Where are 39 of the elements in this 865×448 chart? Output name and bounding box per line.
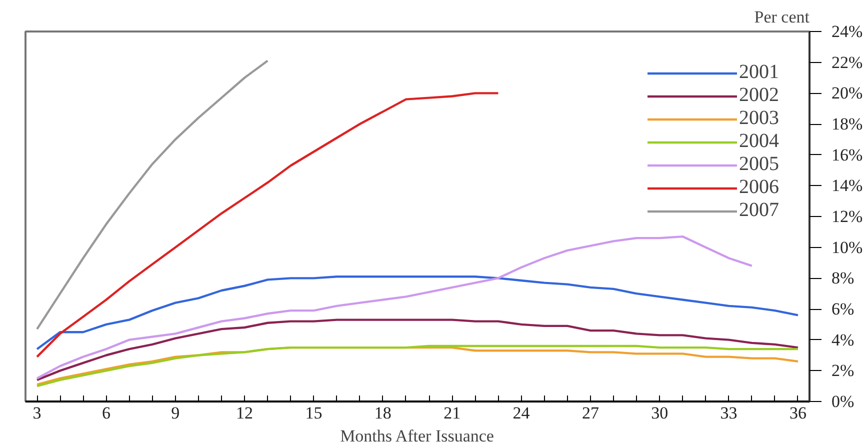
legend-label: 2002	[739, 84, 779, 107]
line-series	[36, 60, 269, 330]
y-tick-label: 24%	[832, 22, 863, 41]
line-series	[36, 235, 753, 380]
x-tick-label: 9	[171, 404, 180, 422]
x-tick-label: 33	[720, 404, 738, 422]
y-tick-label: 10%	[832, 238, 863, 257]
x-tick-label: 6	[102, 404, 110, 422]
legend-label: 2006	[739, 176, 779, 199]
line-series	[36, 276, 800, 350]
legend-label: 2005	[739, 153, 779, 176]
x-tick-label: 24	[512, 404, 530, 422]
y-tick-label: 16%	[832, 145, 863, 164]
legend-label: 2004	[739, 130, 779, 153]
line-series	[36, 92, 500, 358]
y-tick-label: 18%	[832, 114, 863, 134]
x-tick-label: 15	[305, 404, 322, 422]
y-tick-label: 4%	[832, 330, 854, 350]
y-tick-label: 8%	[832, 268, 854, 288]
y-tick-label: 6%	[832, 300, 854, 318]
legend-label: 2001	[739, 61, 779, 84]
x-tick-label: 21	[444, 404, 461, 422]
y-tick-label: 20%	[832, 84, 863, 103]
x-tick-label: 12	[236, 404, 254, 422]
line-series	[36, 318, 800, 382]
y-tick-label: 0%	[832, 392, 854, 411]
x-tick-label: 27	[582, 404, 600, 422]
x-axis-title: Months After Issuance	[340, 426, 494, 446]
y-tick-label: 12%	[832, 207, 863, 226]
x-tick-label: 30	[651, 404, 668, 422]
y-axis-title: Per cent	[754, 8, 810, 26]
legend-label: 2007	[739, 199, 779, 222]
x-tick-label: 18	[374, 404, 392, 422]
y-tick-label: 14%	[832, 176, 863, 196]
legend-label: 2003	[739, 107, 779, 130]
x-tick-label: 3	[32, 404, 42, 422]
y-tick-label: 22%	[832, 52, 863, 72]
x-tick-label: 36	[789, 404, 806, 422]
y-tick-label: 2%	[832, 361, 854, 380]
